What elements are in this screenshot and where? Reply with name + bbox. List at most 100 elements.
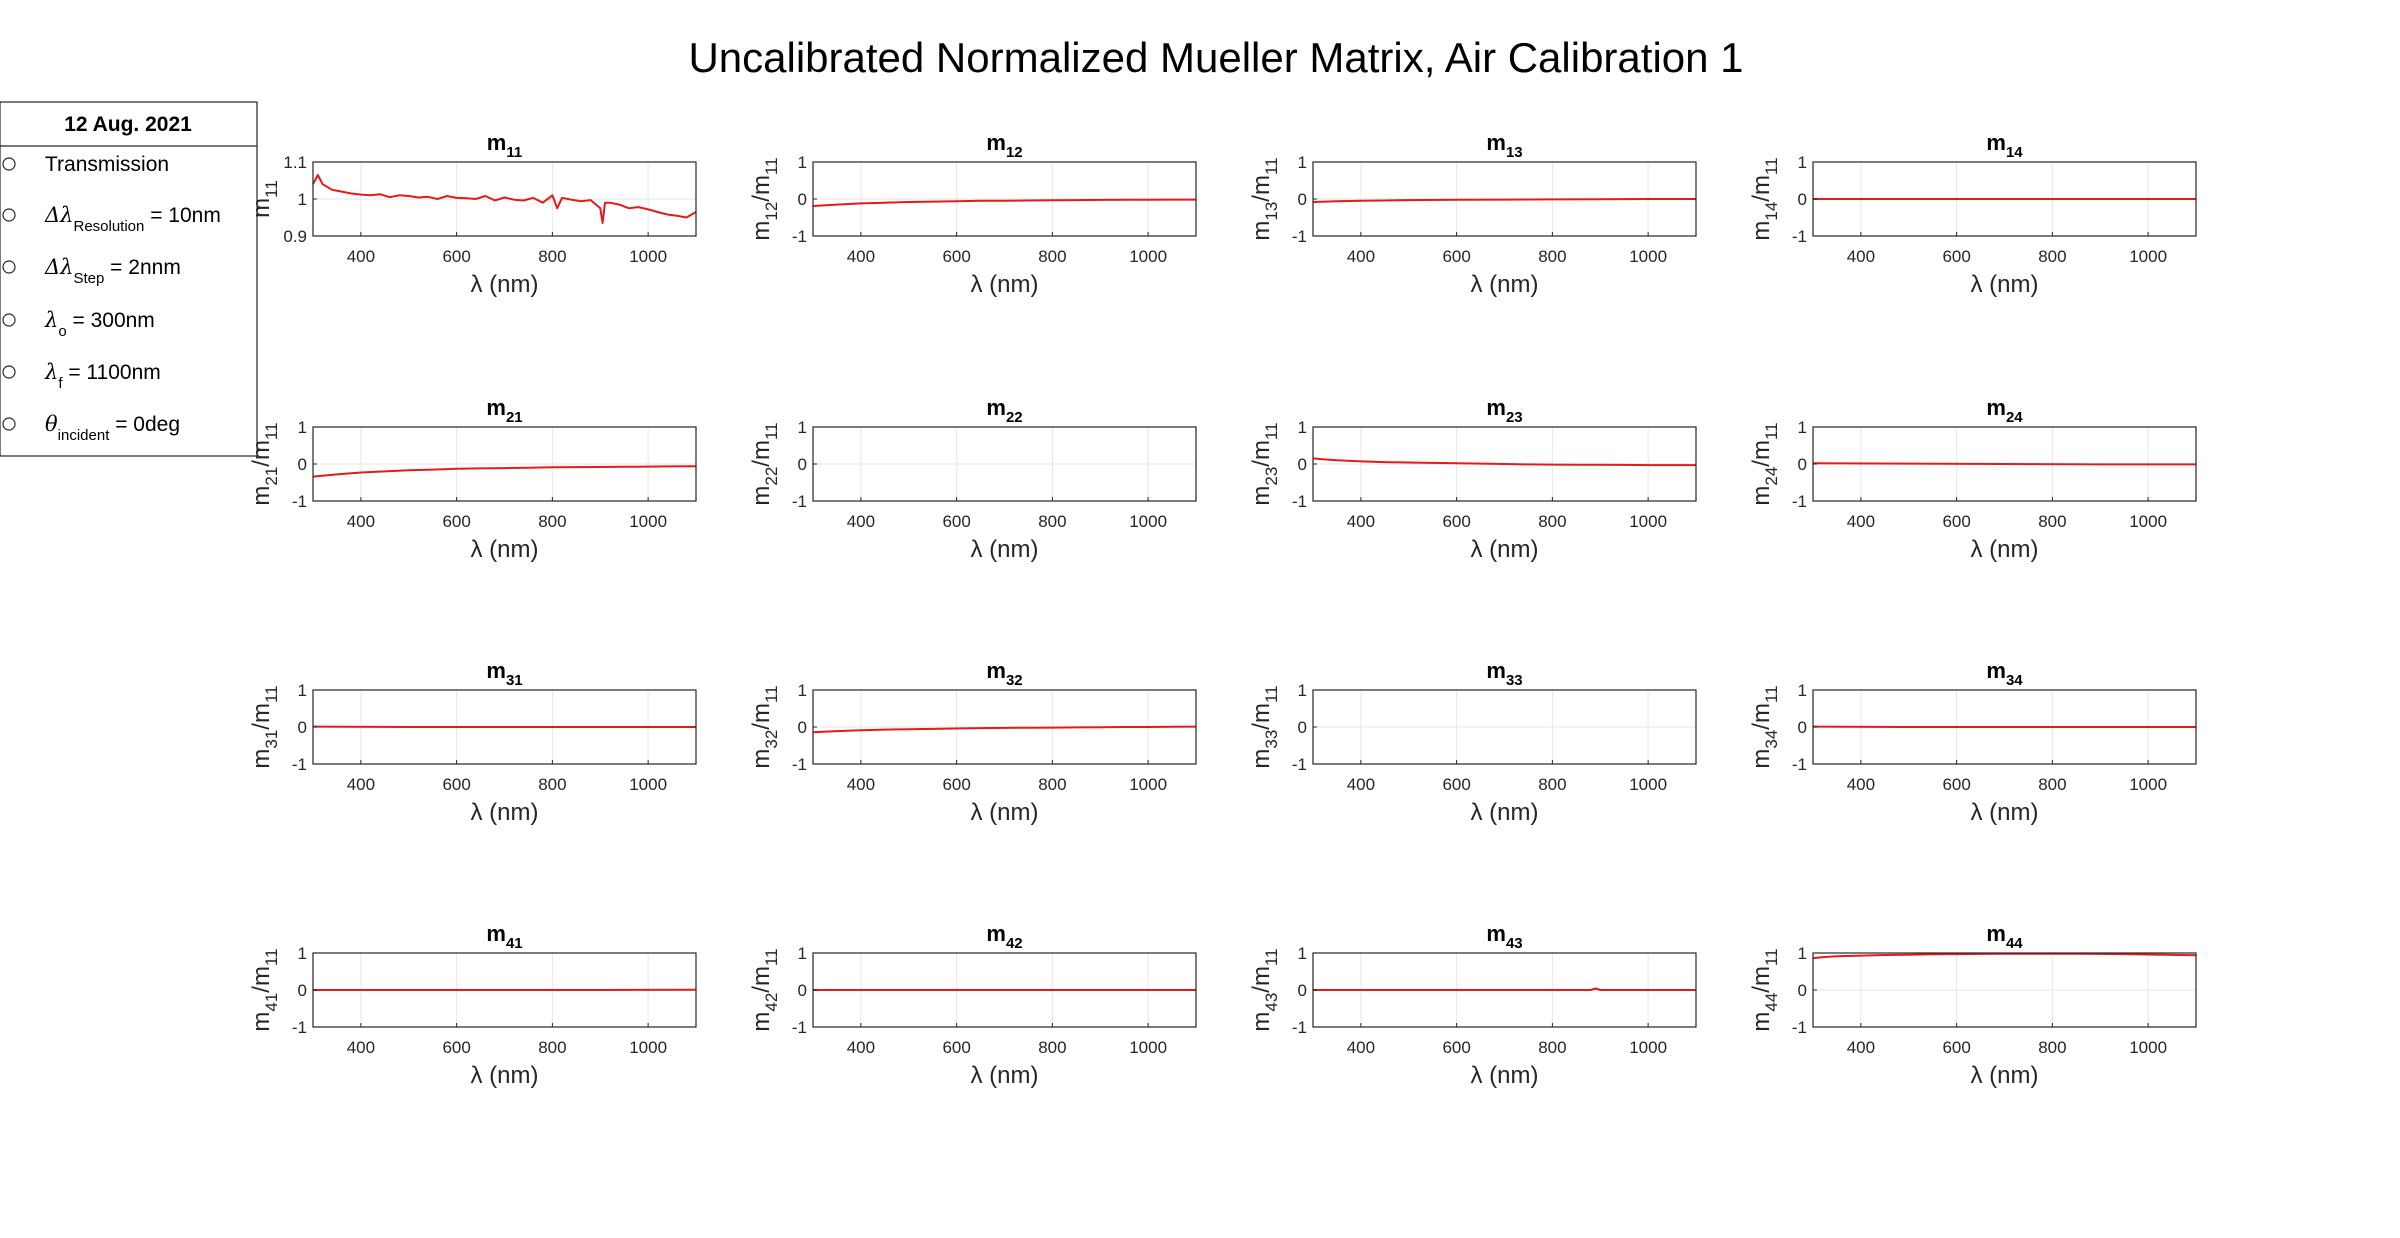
x-tick-label: 800 — [538, 512, 566, 531]
x-tick-label: 800 — [2038, 775, 2066, 794]
x-tick-label: 600 — [1942, 512, 1970, 531]
series-line — [812, 198, 1196, 207]
y-axis-label: m12/m11 — [748, 157, 781, 240]
x-axis-label: λ (nm) — [1971, 1062, 2039, 1089]
subplot-title: m23 — [1486, 395, 1522, 426]
y-tick-label: 1 — [1298, 418, 1307, 437]
x-tick-label: 800 — [1538, 512, 1566, 531]
subplot-m44: 400 600 800 1000 -1 0 1 m44 λ (nm) m44/m11 — [1748, 921, 2197, 1089]
y-axis-label: m14/m11 — [1748, 157, 1781, 240]
subplot-m22: 400 600 800 1000 -1 0 1 m22 λ (nm) m22/m11 — [748, 395, 1197, 563]
legend-item: θincident = 0deg — [45, 412, 180, 444]
x-tick-label: 600 — [442, 775, 470, 794]
x-tick-label: 400 — [847, 1038, 875, 1057]
x-tick-label: 400 — [347, 775, 375, 794]
y-axis-label: m11 — [248, 180, 281, 218]
x-tick-label: 800 — [1538, 775, 1566, 794]
x-tick-label: 1000 — [1129, 775, 1167, 794]
subplot-m33: 400 600 800 1000 -1 0 1 m33 λ (nm) m33/m11 — [1248, 658, 1697, 826]
x-axis-label: λ (nm) — [1971, 271, 2039, 298]
y-tick-label: 1 — [1298, 153, 1307, 172]
legend-marker-icon — [2, 365, 16, 379]
subplot-m23: 400 600 800 1000 -1 0 1 m23 λ (nm) m23/m11 — [1248, 395, 1697, 563]
x-axis-label: λ (nm) — [971, 799, 1039, 826]
series-line — [1312, 457, 1696, 467]
y-axis-label: m13/m11 — [1248, 157, 1281, 240]
x-tick-label: 600 — [442, 247, 470, 266]
y-tick-label: 1 — [298, 418, 307, 437]
x-tick-label: 800 — [1538, 1038, 1566, 1057]
y-tick-label: 0 — [298, 981, 307, 1000]
legend-item: Transmission — [45, 153, 169, 176]
x-tick-label: 1000 — [2129, 1038, 2167, 1057]
y-tick-label: -1 — [1792, 1018, 1807, 1037]
x-tick-label: 800 — [1038, 1038, 1066, 1057]
series-line — [1313, 987, 1696, 991]
y-tick-label: 0 — [1798, 981, 1807, 1000]
y-tick-label: -1 — [292, 1018, 307, 1037]
x-tick-label: 400 — [347, 1038, 375, 1057]
subplot-title: m13 — [1486, 130, 1522, 161]
x-axis-label: λ (nm) — [471, 271, 539, 298]
x-tick-label: 1000 — [629, 512, 667, 531]
subplot-title: m33 — [1486, 658, 1522, 689]
x-tick-label: 800 — [1038, 247, 1066, 266]
y-tick-label: -1 — [1792, 227, 1807, 246]
y-tick-label: -1 — [1292, 492, 1307, 511]
y-axis-label: m32/m11 — [748, 685, 781, 768]
y-tick-label: 0 — [798, 455, 807, 474]
y-tick-label: 0 — [298, 455, 307, 474]
series-line — [1812, 462, 2196, 466]
x-tick-label: 800 — [538, 775, 566, 794]
y-tick-label: 0 — [1298, 190, 1307, 209]
x-tick-label: 400 — [1347, 1038, 1375, 1057]
y-axis-label: m24/m11 — [1748, 422, 1781, 505]
subplot-m32: 400 600 800 1000 -1 0 1 m32 λ (nm) m32/m11 — [748, 658, 1197, 826]
x-tick-label: 400 — [347, 247, 375, 266]
y-tick-label: 1 — [1798, 681, 1807, 700]
x-tick-label: 400 — [1847, 1038, 1875, 1057]
x-tick-label: 600 — [1942, 247, 1970, 266]
legend-marker-icon — [2, 208, 16, 222]
x-tick-label: 600 — [1442, 1038, 1470, 1057]
x-tick-label: 800 — [2038, 247, 2066, 266]
x-tick-label: 1000 — [629, 1038, 667, 1057]
y-tick-label: -1 — [1792, 755, 1807, 774]
x-tick-label: 800 — [2038, 1038, 2066, 1057]
y-tick-label: 1 — [1798, 418, 1807, 437]
x-axis-label: λ (nm) — [971, 1062, 1039, 1089]
subplot-title: m31 — [486, 658, 522, 689]
x-tick-label: 600 — [1442, 247, 1470, 266]
subplot-title: m12 — [986, 130, 1022, 161]
x-tick-label: 1000 — [629, 247, 667, 266]
x-tick-label: 400 — [1847, 512, 1875, 531]
series-line — [812, 725, 1197, 734]
x-tick-label: 600 — [1442, 775, 1470, 794]
subplot-title: m21 — [486, 395, 522, 426]
x-tick-label: 400 — [1347, 247, 1375, 266]
y-axis-label: m42/m11 — [748, 948, 781, 1031]
y-tick-label: 1 — [1798, 944, 1807, 963]
x-tick-label: 1000 — [1129, 247, 1167, 266]
y-tick-label: 1 — [1298, 944, 1307, 963]
subplot-title: m43 — [1486, 921, 1522, 952]
y-axis-label: m31/m11 — [248, 685, 281, 768]
x-axis-label: λ (nm) — [471, 799, 539, 826]
x-tick-label: 1000 — [629, 775, 667, 794]
y-axis-label: m21/m11 — [248, 422, 281, 505]
legend-box: 12 Aug. 2021 Transmission ΔλResolution = 1… — [0, 101, 258, 457]
subplot-title: m41 — [486, 921, 522, 952]
y-tick-label: 1 — [798, 681, 807, 700]
legend-marker-icon — [2, 157, 16, 171]
x-tick-label: 600 — [942, 247, 970, 266]
y-tick-label: 0 — [798, 718, 807, 737]
subplot-title: m22 — [986, 395, 1022, 426]
x-tick-label: 600 — [442, 512, 470, 531]
x-tick-label: 800 — [1038, 512, 1066, 531]
y-tick-label: 0 — [1298, 455, 1307, 474]
x-tick-label: 400 — [847, 247, 875, 266]
subplot-m43: 400 600 800 1000 -1 0 1 m43 λ (nm) m43/m11 — [1248, 921, 1697, 1089]
x-tick-label: 400 — [1347, 775, 1375, 794]
